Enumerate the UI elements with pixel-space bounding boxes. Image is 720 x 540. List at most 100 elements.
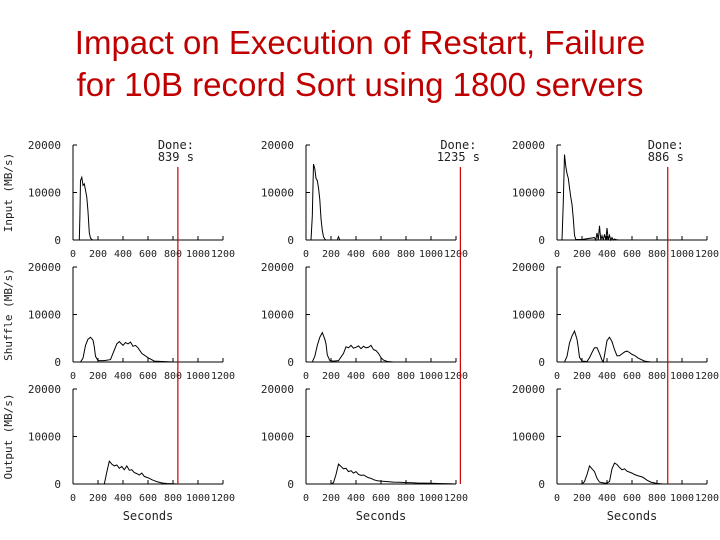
series-line-c2-r1 bbox=[306, 163, 456, 241]
x-tick-label-c3-r2-1000: 1000 bbox=[670, 371, 694, 382]
series-line-c2-r2 bbox=[306, 331, 456, 363]
x-tick-label-c2-r3-1000: 1000 bbox=[419, 493, 443, 504]
x-tick-label-c3-r1-600: 600 bbox=[623, 249, 641, 260]
x-tick-label-c3-r3-800: 800 bbox=[648, 493, 666, 504]
x-tick-label-c1-r2-200: 200 bbox=[89, 371, 107, 382]
x-tick-label-c1-r3-400: 400 bbox=[114, 493, 132, 504]
x-tick-label-c3-r1-1000: 1000 bbox=[670, 249, 694, 260]
x-tick-label-c2-r1-400: 400 bbox=[347, 249, 365, 260]
x-tick-label-c2-r2-1200: 1200 bbox=[444, 371, 468, 382]
y-tick-label-c2-r3-10000: 10000 bbox=[261, 431, 294, 444]
x-tick-label-c2-r1-1200: 1200 bbox=[444, 249, 468, 260]
x-tick-label-c1-r1-200: 200 bbox=[89, 249, 107, 260]
x-tick-label-c2-r2-1000: 1000 bbox=[419, 371, 443, 382]
x-tick-label-c2-r1-1000: 1000 bbox=[419, 249, 443, 260]
y-tick-label-c3-r3-10000: 10000 bbox=[512, 431, 545, 444]
y-tick-label-c1-r1-0: 0 bbox=[54, 234, 61, 247]
y-tick-label-c1-r3-0: 0 bbox=[54, 478, 61, 491]
x-tick-label-c3-r1-400: 400 bbox=[598, 249, 616, 260]
y-tick-label-c2-r3-20000: 20000 bbox=[261, 383, 294, 396]
x-tick-label-c3-r3-1200: 1200 bbox=[695, 493, 719, 504]
done-label-col3: Done: bbox=[648, 138, 684, 152]
series-line-c1-r2 bbox=[73, 336, 223, 363]
row-label-2: Shuffle (MB/s) bbox=[2, 268, 15, 361]
x-tick-label-c1-r3-0: 0 bbox=[70, 493, 76, 504]
x-tick-label-c1-r2-600: 600 bbox=[139, 371, 157, 382]
y-tick-label-c1-r2-0: 0 bbox=[54, 356, 61, 369]
x-tick-label-c2-r2-0: 0 bbox=[303, 371, 309, 382]
x-tick-label-c3-r2-1200: 1200 bbox=[695, 371, 719, 382]
x-tick-label-c2-r3-200: 200 bbox=[322, 493, 340, 504]
row-label-1: Input (MB/s) bbox=[2, 153, 15, 232]
x-tick-label-c3-r3-600: 600 bbox=[623, 493, 641, 504]
x-tick-label-c3-r3-400: 400 bbox=[598, 493, 616, 504]
series-line-c3-r3 bbox=[557, 462, 707, 485]
series-line-c3-r1 bbox=[557, 154, 707, 242]
y-tick-label-c1-r3-20000: 20000 bbox=[28, 383, 61, 396]
x-tick-label-c3-r3-1000: 1000 bbox=[670, 493, 694, 504]
y-tick-label-c3-r2-0: 0 bbox=[538, 356, 545, 369]
x-tick-label-c3-r1-1200: 1200 bbox=[695, 249, 719, 260]
y-tick-label-c2-r2-20000: 20000 bbox=[261, 261, 294, 274]
y-tick-label-c3-r2-10000: 10000 bbox=[512, 309, 545, 322]
x-axis-label-col1: Seconds bbox=[123, 509, 174, 523]
x-tick-label-c1-r2-0: 0 bbox=[70, 371, 76, 382]
x-tick-label-c1-r2-400: 400 bbox=[114, 371, 132, 382]
series-line-c1-r1 bbox=[73, 175, 223, 241]
y-tick-label-c2-r2-10000: 10000 bbox=[261, 309, 294, 322]
done-time-col1: 839 s bbox=[158, 150, 194, 164]
x-tick-label-c3-r3-200: 200 bbox=[573, 493, 591, 504]
x-tick-label-c1-r3-1000: 1000 bbox=[186, 493, 210, 504]
x-tick-label-c3-r1-800: 800 bbox=[648, 249, 666, 260]
x-tick-label-c3-r2-0: 0 bbox=[554, 371, 560, 382]
x-tick-label-c2-r2-600: 600 bbox=[372, 371, 390, 382]
x-tick-label-c1-r1-1200: 1200 bbox=[211, 249, 235, 260]
x-tick-label-c3-r1-200: 200 bbox=[573, 249, 591, 260]
y-tick-label-c1-r1-10000: 10000 bbox=[28, 187, 61, 200]
x-tick-label-c1-r2-800: 800 bbox=[164, 371, 182, 382]
done-time-col2: 1235 s bbox=[437, 150, 480, 164]
y-tick-label-c3-r1-20000: 20000 bbox=[512, 139, 545, 152]
slide-title-line-2: for 10B record Sort using 1800 servers bbox=[76, 66, 644, 103]
x-tick-label-c1-r1-0: 0 bbox=[70, 249, 76, 260]
series-line-c3-r2 bbox=[557, 329, 707, 364]
x-tick-label-c3-r3-0: 0 bbox=[554, 493, 560, 504]
y-tick-label-c3-r3-20000: 20000 bbox=[512, 383, 545, 396]
x-axis-label-col3: Seconds bbox=[607, 509, 658, 523]
x-tick-label-c3-r2-200: 200 bbox=[573, 371, 591, 382]
x-tick-label-c3-r1-0: 0 bbox=[554, 249, 560, 260]
x-tick-label-c3-r2-800: 800 bbox=[648, 371, 666, 382]
y-tick-label-c3-r3-0: 0 bbox=[538, 478, 545, 491]
x-tick-label-c1-r1-1000: 1000 bbox=[186, 249, 210, 260]
y-tick-label-c2-r1-10000: 10000 bbox=[261, 187, 294, 200]
done-label-col2: Done: bbox=[440, 138, 476, 152]
done-time-col3: 886 s bbox=[648, 150, 684, 164]
x-tick-label-c1-r1-800: 800 bbox=[164, 249, 182, 260]
x-tick-label-c2-r1-800: 800 bbox=[397, 249, 415, 260]
x-tick-label-c2-r1-600: 600 bbox=[372, 249, 390, 260]
x-tick-label-c1-r3-600: 600 bbox=[139, 493, 157, 504]
y-tick-label-c2-r3-0: 0 bbox=[287, 478, 294, 491]
x-tick-label-c1-r1-400: 400 bbox=[114, 249, 132, 260]
y-tick-label-c2-r2-0: 0 bbox=[287, 356, 294, 369]
x-tick-label-c2-r2-200: 200 bbox=[322, 371, 340, 382]
x-tick-label-c2-r1-200: 200 bbox=[322, 249, 340, 260]
y-tick-label-c1-r2-20000: 20000 bbox=[28, 261, 61, 274]
y-tick-label-c1-r3-10000: 10000 bbox=[28, 431, 61, 444]
row-label-3: Output (MB/s) bbox=[2, 393, 15, 479]
x-tick-label-c1-r3-200: 200 bbox=[89, 493, 107, 504]
y-tick-label-c2-r1-0: 0 bbox=[287, 234, 294, 247]
x-tick-label-c2-r3-0: 0 bbox=[303, 493, 309, 504]
y-tick-label-c2-r1-20000: 20000 bbox=[261, 139, 294, 152]
x-tick-label-c3-r2-400: 400 bbox=[598, 371, 616, 382]
y-tick-label-c3-r1-0: 0 bbox=[538, 234, 545, 247]
series-line-c1-r3 bbox=[73, 460, 223, 485]
x-tick-label-c2-r1-0: 0 bbox=[303, 249, 309, 260]
x-axis-label-col2: Seconds bbox=[356, 509, 407, 523]
y-tick-label-c3-r2-20000: 20000 bbox=[512, 261, 545, 274]
done-label-col1: Done: bbox=[158, 138, 194, 152]
y-tick-label-c1-r1-20000: 20000 bbox=[28, 139, 61, 152]
y-tick-label-c3-r1-10000: 10000 bbox=[512, 187, 545, 200]
x-tick-label-c2-r2-800: 800 bbox=[397, 371, 415, 382]
slide-title: Impact on Execution of Restart, Failure … bbox=[0, 22, 720, 106]
